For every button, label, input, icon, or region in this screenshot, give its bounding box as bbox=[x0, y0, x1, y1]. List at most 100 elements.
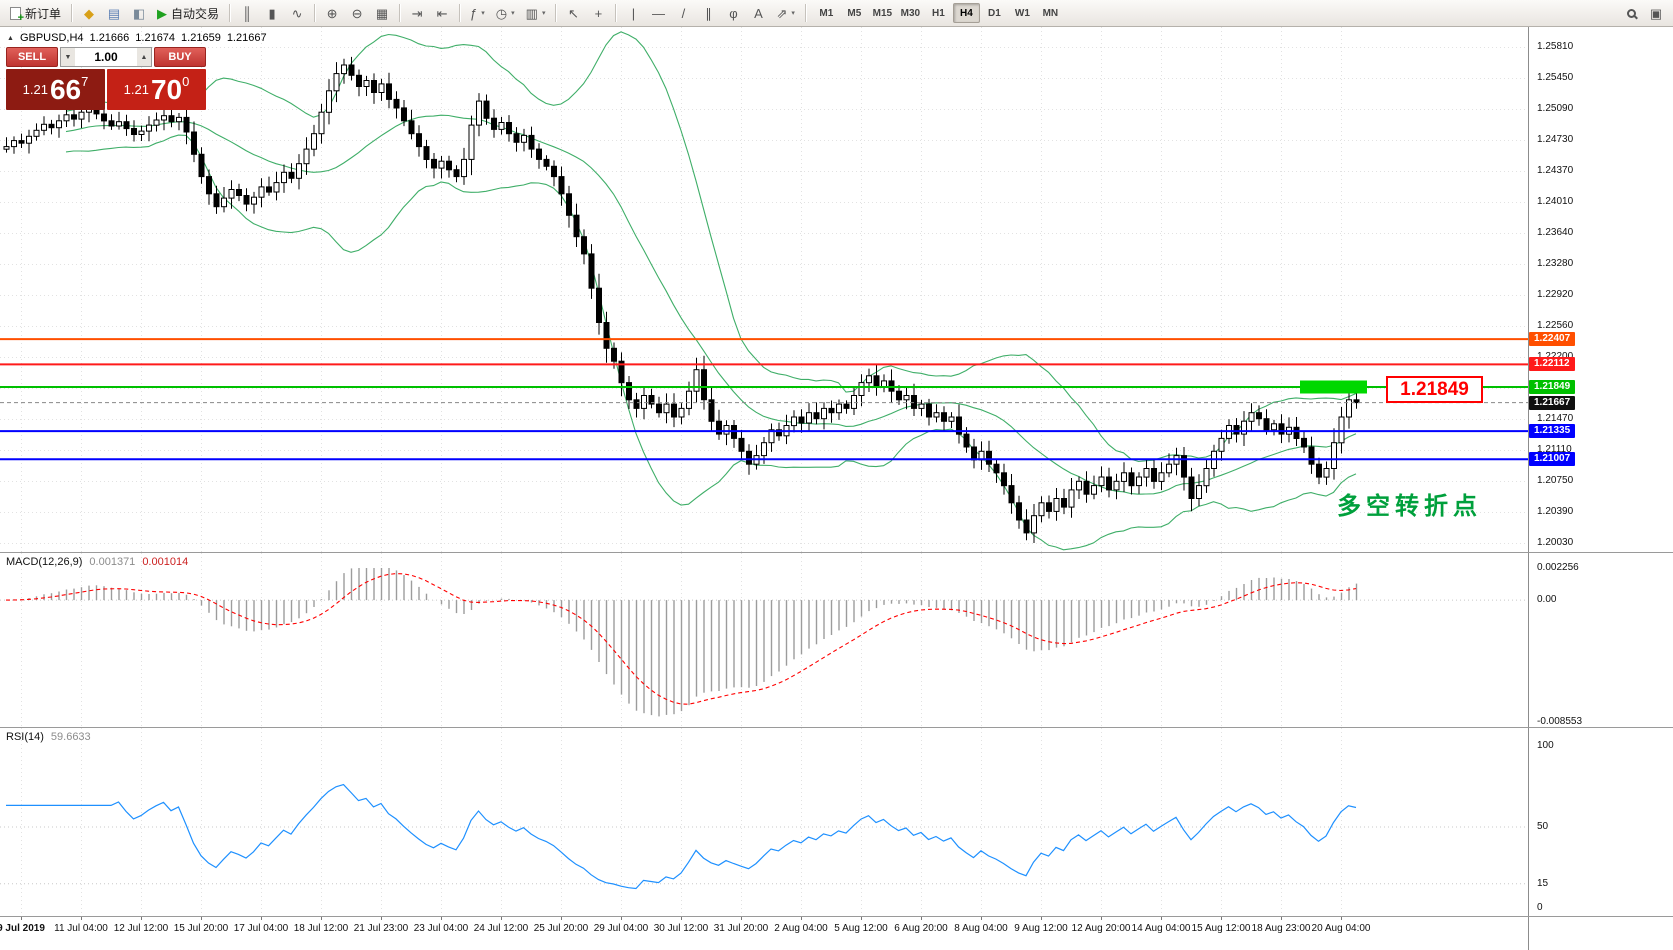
sell-price-point: 7 bbox=[81, 74, 89, 89]
cursor-button[interactable]: ↖ bbox=[561, 2, 585, 24]
new-order-icon bbox=[10, 6, 24, 24]
market-watch-icon: ◆ bbox=[84, 5, 95, 21]
buy-button[interactable]: BUY bbox=[154, 47, 206, 67]
timeframe-d1-button[interactable]: D1 bbox=[981, 3, 1008, 23]
timeframe-m5-button[interactable]: M5 bbox=[841, 3, 868, 23]
fibonacci-button[interactable]: φ bbox=[721, 2, 745, 24]
price-scale-axis[interactable]: 1.25810 1.25450 1.25090 1.24730 1.24370 1.240… bbox=[1528, 27, 1673, 552]
buy-price-display[interactable]: 1.21 70 0 bbox=[107, 69, 206, 110]
rsi-scale-axis[interactable]: 100 50 15 0 bbox=[1528, 728, 1673, 916]
time-axis-label: 30 Jul 12:00 bbox=[653, 923, 709, 934]
panel-resize-handle[interactable] bbox=[0, 552, 1673, 553]
price-scale-label: 1.21110 bbox=[1537, 444, 1572, 455]
time-axis-label: 14 Aug 04:00 bbox=[1131, 923, 1191, 934]
buy-price-prefix: 1.21 bbox=[123, 82, 149, 97]
zoom-in-button[interactable]: ⊕ bbox=[320, 2, 344, 24]
price-tag: 1.21667 bbox=[1529, 395, 1576, 410]
line-chart-button[interactable]: ∿ bbox=[285, 2, 309, 24]
trendline-button[interactable]: / bbox=[671, 2, 695, 24]
macd-chart-canvas[interactable] bbox=[0, 553, 1528, 727]
sell-price-display[interactable]: 1.21 66 7 bbox=[6, 69, 105, 110]
macd-plot[interactable]: MACD(12,26,9) 0.001371 0.001014 bbox=[0, 553, 1528, 727]
timeframe-h4-button[interactable]: H4 bbox=[952, 3, 980, 23]
buy-price-point: 0 bbox=[182, 74, 190, 89]
new-order-button[interactable]: 新订单 bbox=[5, 2, 66, 24]
text-button[interactable]: A bbox=[746, 2, 770, 24]
time-tick bbox=[501, 917, 502, 920]
navigator-button[interactable]: ▤ bbox=[102, 2, 126, 24]
terminal-button[interactable]: ◧ bbox=[127, 2, 151, 24]
time-axis-label: 18 Jul 12:00 bbox=[293, 923, 349, 934]
annotation-note[interactable]: 多空转折点 bbox=[1337, 493, 1482, 520]
zoom-in-icon: ⊕ bbox=[326, 5, 338, 21]
price-chart-canvas[interactable] bbox=[0, 27, 1528, 552]
time-axis-label: 12 Jul 12:00 bbox=[113, 923, 169, 934]
bar-close-value: 1.21667 bbox=[226, 32, 267, 44]
time-axis-label: 9 Jul 2019 bbox=[0, 923, 45, 934]
zoom-out-button[interactable]: ⊖ bbox=[345, 2, 369, 24]
bar-open-value: 1.21666 bbox=[89, 32, 130, 44]
timeframe-h1-button[interactable]: H1 bbox=[925, 3, 952, 23]
rsi-plot[interactable]: RSI(14) 59.6633 bbox=[0, 728, 1528, 916]
periods-icon: ◷ bbox=[495, 5, 508, 21]
tile-windows-button[interactable]: ▦ bbox=[370, 2, 394, 24]
candlestick-chart-button[interactable]: ▮ bbox=[260, 2, 284, 24]
bar-low-value: 1.21659 bbox=[181, 32, 221, 44]
time-axis-label: 29 Jul 04:00 bbox=[593, 923, 649, 934]
vertical-line-button[interactable]: | bbox=[621, 2, 645, 24]
templates-button[interactable]: ▥ ▾ bbox=[521, 2, 551, 24]
time-tick bbox=[681, 917, 682, 920]
macd-scale-axis[interactable]: 0.002256 0.00 -0.008553 bbox=[1528, 553, 1673, 727]
price-plot[interactable]: ▲ GBPUSD,H4 1.21666 1.21674 1.21659 1.21… bbox=[0, 27, 1528, 552]
autotrading-button-label: 自动交易 bbox=[171, 6, 220, 21]
arrows-button[interactable]: ⇗ ▾ bbox=[771, 2, 799, 24]
lot-size-control: ▼ ▲ bbox=[60, 47, 152, 67]
time-axis-label: 24 Jul 12:00 bbox=[473, 923, 529, 934]
market-watch-button[interactable]: ◆ bbox=[77, 2, 101, 24]
indicators-icon: ƒ bbox=[470, 5, 478, 21]
toolbar-separator bbox=[615, 4, 617, 22]
time-axis[interactable]: 9 Jul 2019 11 Jul 04:00 12 Jul 12:00 15 Jul… bbox=[0, 917, 1528, 950]
price-callout-label[interactable]: 1.21849 bbox=[1386, 376, 1483, 403]
lot-size-input[interactable] bbox=[75, 48, 137, 66]
indicators-button[interactable]: ƒ ▾ bbox=[465, 2, 490, 24]
time-axis-label: 21 Jul 23:00 bbox=[353, 923, 409, 934]
rsi-chart-canvas[interactable] bbox=[0, 728, 1528, 916]
time-tick bbox=[381, 917, 382, 920]
search-button[interactable] bbox=[1619, 2, 1643, 24]
chart-shift-button[interactable]: ⇤ bbox=[430, 2, 454, 24]
layout-button[interactable]: ▣ bbox=[1644, 2, 1668, 24]
panel-resize-handle[interactable] bbox=[0, 916, 1673, 917]
sell-button[interactable]: SELL bbox=[6, 47, 58, 67]
auto-scroll-button[interactable]: ⇥ bbox=[405, 2, 429, 24]
channel-button[interactable]: ∥ bbox=[696, 2, 720, 24]
trendline-icon: / bbox=[681, 5, 686, 21]
autotrading-button[interactable]: ▶ 自动交易 bbox=[152, 2, 224, 24]
periods-button[interactable]: ◷ ▾ bbox=[491, 2, 520, 24]
price-scale-label: 1.25810 bbox=[1537, 41, 1574, 52]
toolbar-separator bbox=[71, 4, 73, 22]
terminal-icon: ◧ bbox=[132, 5, 146, 21]
time-tick bbox=[1341, 917, 1342, 920]
text-icon: A bbox=[754, 5, 763, 21]
horizontal-line-button[interactable]: — bbox=[646, 2, 670, 24]
price-scale-label: 1.21470 bbox=[1537, 413, 1574, 424]
timeframe-m15-button[interactable]: M15 bbox=[869, 3, 896, 23]
crosshair-button[interactable]: + bbox=[586, 2, 610, 24]
lot-decrease-button[interactable]: ▼ bbox=[61, 48, 75, 66]
panel-resize-handle[interactable] bbox=[0, 727, 1673, 728]
lot-increase-button[interactable]: ▲ bbox=[137, 48, 151, 66]
time-tick bbox=[561, 917, 562, 920]
time-axis-panel: 9 Jul 2019 11 Jul 04:00 12 Jul 12:00 15 Jul… bbox=[0, 917, 1673, 950]
bar-chart-button[interactable]: ║ bbox=[235, 2, 259, 24]
timeframe-m1-button[interactable]: M1 bbox=[813, 3, 840, 23]
buy-price-big: 70 bbox=[150, 73, 183, 105]
bar-chart-icon: ║ bbox=[242, 5, 252, 21]
timeframe-mn-button[interactable]: MN bbox=[1037, 3, 1064, 23]
timeframe-w1-button[interactable]: W1 bbox=[1009, 3, 1036, 23]
price-scale-label: 1.20030 bbox=[1537, 537, 1574, 548]
price-panel: ▲ GBPUSD,H4 1.21666 1.21674 1.21659 1.21… bbox=[0, 27, 1673, 552]
timeframe-m30-button[interactable]: M30 bbox=[897, 3, 924, 23]
search-icon bbox=[1626, 8, 1636, 18]
